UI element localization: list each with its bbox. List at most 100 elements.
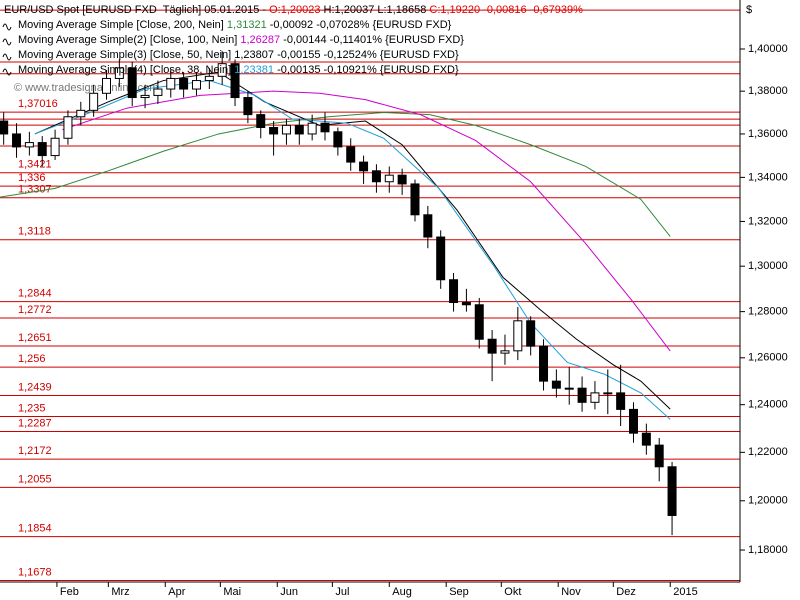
- candle-body: [102, 77, 112, 94]
- x-tick-label: Okt: [504, 586, 521, 598]
- x-tick-label: Jul: [335, 586, 349, 598]
- candle-body: [526, 320, 536, 347]
- info-segment: -0,00092 -0,07028% {EURUSD FXD}: [267, 19, 452, 31]
- x-tick-label: Nov: [561, 586, 581, 598]
- info-segment: 1,23381: [234, 64, 274, 76]
- level-label: 1,1854: [18, 523, 52, 535]
- level-label: 1,2651: [18, 332, 52, 344]
- level-label: 1,2055: [18, 473, 52, 485]
- y-tick-label: 1,34000: [748, 171, 788, 183]
- candle-body: [294, 124, 304, 135]
- level-label: 1,2844: [18, 287, 52, 299]
- x-tick-label: Mai: [223, 586, 241, 598]
- y-tick-label: 1,40000: [748, 43, 788, 55]
- candle-body: [436, 236, 446, 281]
- moving-average-line: [62, 90, 671, 352]
- info-segment: Moving Average Simple(3) [Close, 50, Nei…: [18, 49, 234, 61]
- candle-body: [256, 114, 266, 128]
- candle-body: [590, 392, 600, 403]
- candle-body: [179, 77, 189, 90]
- x-tick-label: Sep: [449, 586, 469, 598]
- candle-body: [217, 63, 227, 77]
- x-tick-label: Mrz: [111, 586, 129, 598]
- candle-body: [63, 116, 73, 139]
- info-segment: Moving Average Simple(2) [Close, 100, Ne…: [18, 34, 240, 46]
- candle-body: [461, 301, 471, 306]
- level-label: 1,3421: [18, 159, 52, 171]
- candle-body: [24, 142, 34, 148]
- candle-body: [153, 88, 163, 96]
- candle-body: [667, 466, 677, 516]
- candle-body: [37, 142, 47, 157]
- info-line: Moving Average Simple [Close, 200, Nein]…: [18, 19, 452, 31]
- y-tick-label: 1,36000: [748, 128, 788, 140]
- info-line: EUR/USD Spot [EURUSD FXD Täglich] 05.01.…: [4, 4, 583, 16]
- info-line: Moving Average Simple(3) [Close, 50, Nei…: [18, 49, 459, 61]
- x-tick-label: Aug: [392, 586, 412, 598]
- overlay: EUR/USD Spot [EURUSD FXD Täglich] 05.01.…: [2, 4, 583, 76]
- candle-body: [204, 75, 214, 82]
- candle-body: [564, 387, 574, 390]
- legend-icon: [2, 23, 12, 31]
- info-segment: C:1,19220 -0,00816 -0,67939%: [429, 4, 583, 16]
- candle-body: [127, 67, 137, 99]
- level-label: 1,2772: [18, 304, 52, 316]
- candle-body: [603, 392, 613, 395]
- y-tick-label: 1,32000: [748, 215, 788, 227]
- candle-body: [397, 174, 407, 185]
- candle-body: [551, 380, 561, 389]
- candle-body: [423, 214, 433, 238]
- candle-body: [140, 94, 150, 99]
- level-label: 1,3118: [18, 226, 51, 238]
- x-tick-label: 2015: [673, 586, 697, 598]
- level-label: 1,2172: [18, 445, 52, 457]
- candle-body: [243, 97, 253, 116]
- info-segment: EUR/USD Spot [EURUSD FXD Täglich] 05.01.…: [4, 4, 269, 16]
- candle-body: [12, 133, 22, 148]
- candle-body: [76, 109, 86, 118]
- info-segment: H:1,20037 L:1,18658: [321, 4, 430, 16]
- currency-label: $: [746, 4, 752, 16]
- info-segment: -0,00144 -0,11401% {EURUSD FXD}: [280, 34, 464, 46]
- candle-body: [641, 432, 651, 446]
- candle-body: [320, 122, 330, 133]
- candle-body: [50, 137, 60, 157]
- candle-body: [89, 92, 99, 111]
- legend-icon: [2, 68, 12, 76]
- level-label: 1,256: [18, 353, 46, 365]
- x-tick-label: Jun: [280, 586, 298, 598]
- candle-body: [577, 387, 587, 403]
- info-segment: -0,00135 -0,10921% {EURUSD FXD}: [274, 64, 459, 76]
- candle-body: [307, 122, 317, 135]
- legend-icon: [2, 53, 12, 61]
- candle-body: [0, 120, 9, 135]
- info-segment: Moving Average Simple(4) [Close, 38, Nei…: [18, 64, 234, 76]
- candle-body: [384, 174, 394, 183]
- candle-body: [114, 67, 124, 79]
- level-label: 1,235: [18, 402, 46, 414]
- level-label: 1,1678: [18, 566, 52, 578]
- moving-average-line: [0, 111, 671, 237]
- candle-body: [281, 124, 291, 135]
- candle-body: [539, 345, 549, 382]
- info-line: Moving Average Simple(2) [Close, 100, Ne…: [18, 34, 464, 46]
- y-tick-label: 1,30000: [748, 260, 788, 272]
- candle-body: [654, 444, 664, 468]
- y-tick-label: 1,18000: [748, 544, 788, 556]
- y-tick-label: 1,26000: [748, 352, 788, 364]
- candle-body: [474, 304, 484, 340]
- y-tick-label: 1,24000: [748, 399, 788, 411]
- candle-body: [359, 161, 369, 172]
- x-tick-label: Apr: [168, 586, 185, 598]
- level-label: 1,336: [18, 172, 46, 184]
- info-line: Moving Average Simple(4) [Close, 38, Nei…: [18, 64, 459, 76]
- x-tick-label: Feb: [60, 586, 79, 598]
- info-segment: 1,23807: [234, 49, 274, 61]
- info-segment: 1,31321: [227, 19, 267, 31]
- x-tick-label: Dez: [616, 586, 636, 598]
- candle-body: [500, 350, 510, 354]
- candle-body: [230, 63, 240, 99]
- candle-body: [346, 146, 356, 163]
